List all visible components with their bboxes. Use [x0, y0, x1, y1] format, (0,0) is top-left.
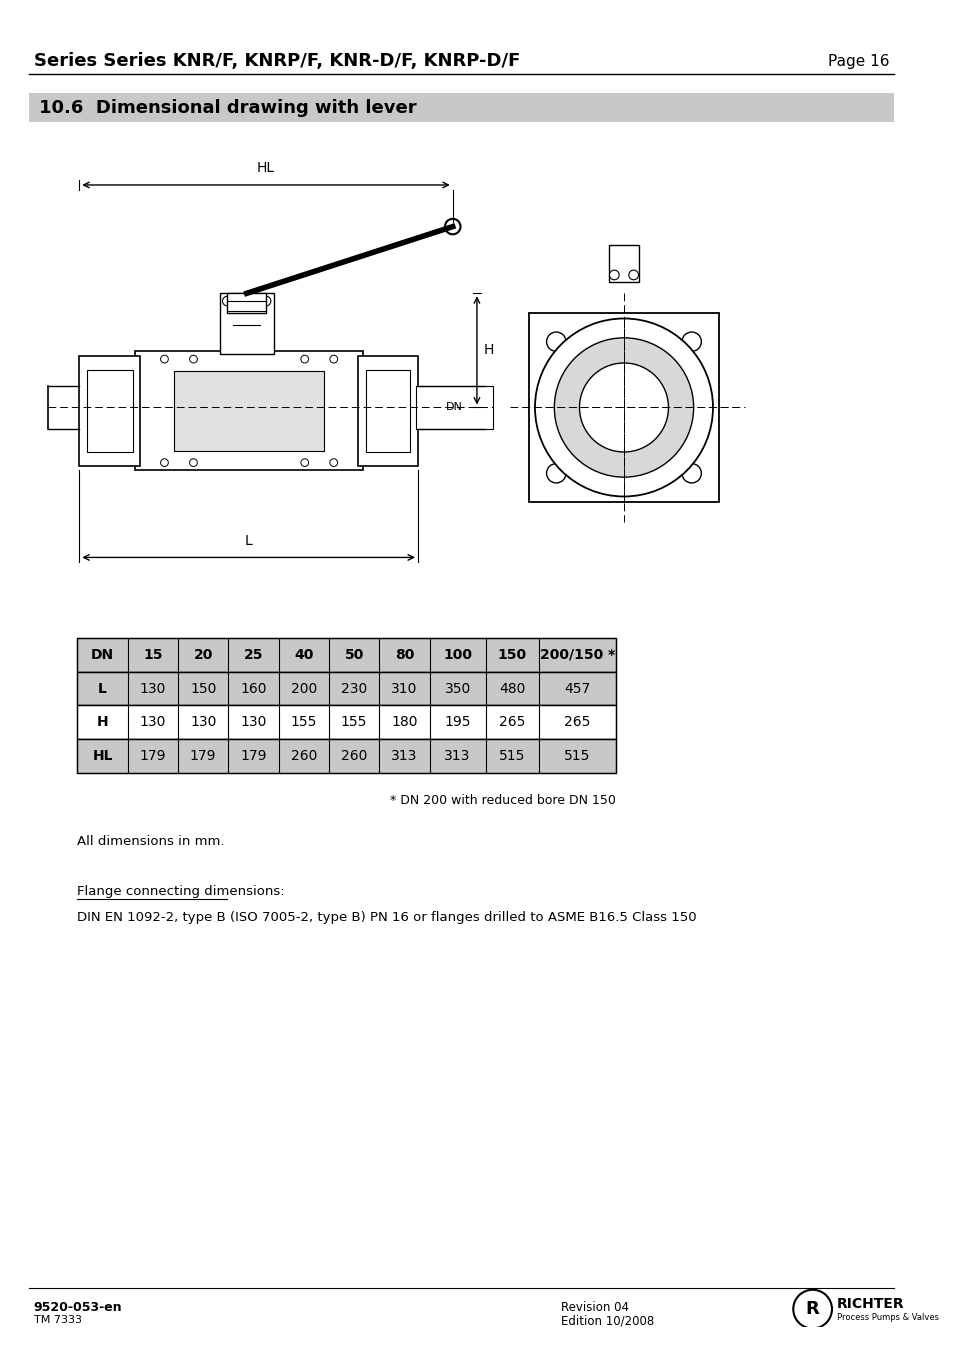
Text: HL: HL	[256, 161, 274, 176]
Circle shape	[546, 463, 565, 482]
Circle shape	[330, 355, 337, 363]
Text: DIN EN 1092-2, type B (ISO 7005-2, type B) PN 16 or flanges drilled to ASME B16.: DIN EN 1092-2, type B (ISO 7005-2, type …	[77, 911, 697, 924]
Text: Edition 10/2008: Edition 10/2008	[560, 1315, 654, 1328]
Bar	[174, 370, 324, 451]
Text: 310: 310	[391, 681, 417, 696]
Circle shape	[300, 459, 308, 466]
Text: 515: 515	[498, 750, 525, 763]
Text: 130: 130	[139, 681, 166, 696]
Text: 260: 260	[291, 750, 316, 763]
Bar	[29, 93, 893, 122]
Bar	[365, 370, 410, 453]
Bar	[77, 671, 616, 705]
Text: 20: 20	[193, 647, 213, 662]
Bar	[529, 312, 718, 503]
Text: 515: 515	[564, 750, 590, 763]
Text: H: H	[483, 343, 494, 358]
Text: 9520-053-en: 9520-053-en	[33, 1301, 122, 1315]
Circle shape	[190, 355, 197, 363]
Bar	[608, 245, 639, 282]
Text: DN: DN	[446, 403, 462, 412]
Text: 313: 313	[444, 750, 470, 763]
Text: TM 7333: TM 7333	[33, 1315, 82, 1325]
Text: 80: 80	[395, 647, 414, 662]
Text: RICHTER: RICHTER	[836, 1297, 903, 1312]
Text: 155: 155	[340, 716, 367, 730]
Text: 25: 25	[243, 647, 263, 662]
Text: Page 16: Page 16	[826, 54, 888, 69]
Bar	[227, 293, 266, 312]
Text: HL: HL	[92, 750, 112, 763]
Circle shape	[554, 338, 693, 477]
Text: 100: 100	[442, 647, 472, 662]
Text: 180: 180	[391, 716, 417, 730]
Text: 200/150 *: 200/150 *	[539, 647, 615, 662]
Circle shape	[681, 332, 700, 351]
Bar	[77, 705, 616, 739]
Bar	[77, 739, 616, 773]
Text: 313: 313	[391, 750, 417, 763]
Text: 130: 130	[139, 716, 166, 730]
Bar	[77, 638, 616, 671]
Text: 230: 230	[340, 681, 367, 696]
Circle shape	[578, 363, 668, 453]
Circle shape	[609, 270, 618, 280]
Text: 179: 179	[139, 750, 166, 763]
Circle shape	[546, 332, 565, 351]
Text: 265: 265	[564, 716, 590, 730]
Text: All dimensions in mm.: All dimensions in mm.	[77, 835, 225, 848]
Circle shape	[160, 459, 168, 466]
Circle shape	[222, 296, 232, 305]
Bar	[87, 370, 132, 453]
Circle shape	[261, 296, 271, 305]
Text: 50: 50	[344, 647, 363, 662]
Text: R: R	[805, 1300, 819, 1319]
Text: 480: 480	[498, 681, 525, 696]
Circle shape	[681, 463, 700, 482]
Circle shape	[628, 270, 638, 280]
Text: 350: 350	[444, 681, 470, 696]
Text: 130: 130	[240, 716, 267, 730]
Text: 260: 260	[340, 750, 367, 763]
Text: 179: 179	[240, 750, 267, 763]
Text: Series Series KNR/F, KNRP/F, KNR-D/F, KNRP-D/F: Series Series KNR/F, KNRP/F, KNR-D/F, KN…	[33, 53, 519, 70]
Bar	[416, 386, 493, 428]
Bar	[219, 293, 274, 354]
Text: * DN 200 with reduced bore DN 150: * DN 200 with reduced bore DN 150	[390, 794, 616, 808]
Text: 15: 15	[143, 647, 162, 662]
Circle shape	[535, 319, 712, 496]
Text: Flange connecting dimensions:: Flange connecting dimensions:	[77, 885, 285, 898]
Text: DN: DN	[91, 647, 114, 662]
Text: 457: 457	[564, 681, 590, 696]
Circle shape	[190, 459, 197, 466]
Circle shape	[160, 355, 168, 363]
Bar	[79, 357, 140, 466]
Text: H: H	[96, 716, 109, 730]
Text: 160: 160	[240, 681, 267, 696]
Text: 150: 150	[497, 647, 526, 662]
Text: L: L	[98, 681, 107, 696]
Text: 155: 155	[291, 716, 316, 730]
Text: 10.6  Dimensional drawing with lever: 10.6 Dimensional drawing with lever	[39, 99, 416, 116]
Circle shape	[330, 459, 337, 466]
Circle shape	[300, 355, 308, 363]
Text: 179: 179	[190, 750, 216, 763]
Bar	[357, 357, 417, 466]
Text: 40: 40	[294, 647, 314, 662]
Circle shape	[793, 1290, 831, 1328]
Text: Process Pumps & Valves: Process Pumps & Valves	[836, 1313, 938, 1323]
Text: 150: 150	[190, 681, 216, 696]
Text: 195: 195	[444, 716, 471, 730]
Text: 265: 265	[498, 716, 525, 730]
Text: 130: 130	[190, 716, 216, 730]
Circle shape	[444, 219, 460, 234]
Text: Revision 04: Revision 04	[560, 1301, 628, 1315]
Text: 200: 200	[291, 681, 316, 696]
Bar	[135, 351, 362, 470]
Text: L: L	[245, 534, 253, 547]
